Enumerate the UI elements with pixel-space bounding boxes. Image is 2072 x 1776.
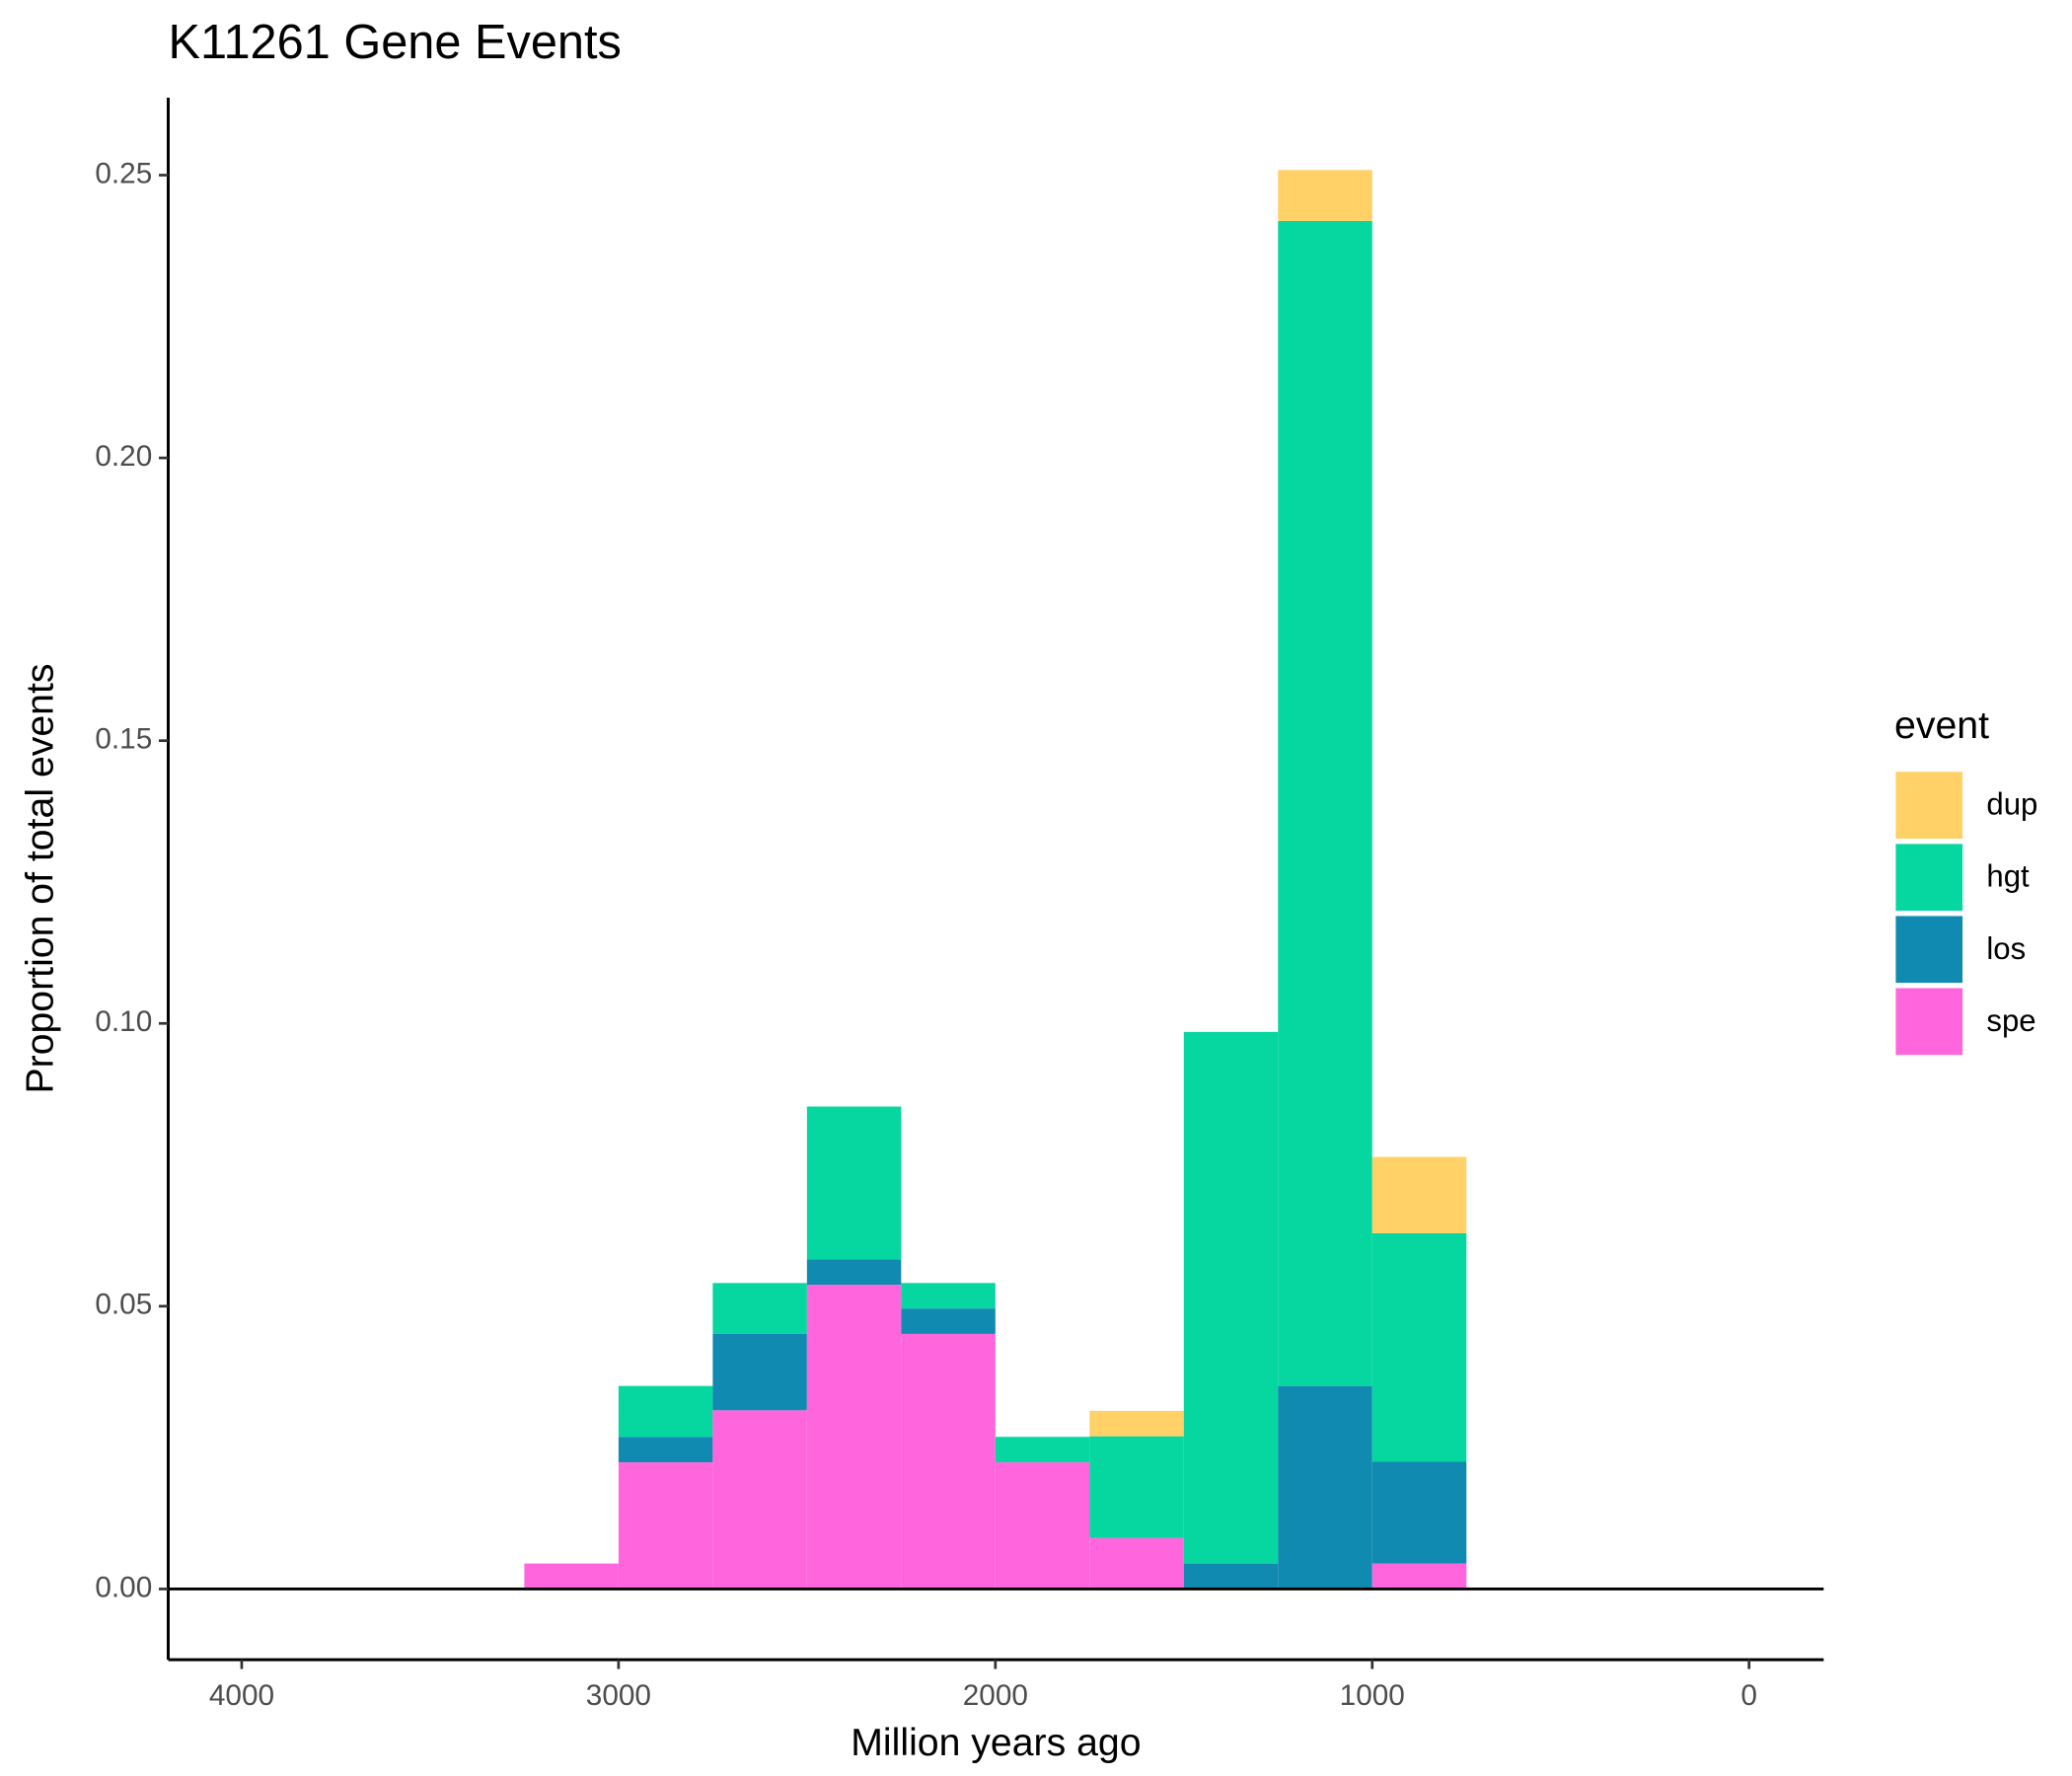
bar-segment xyxy=(806,1106,902,1260)
y-tick-label: 0.10 xyxy=(95,1005,152,1038)
bar-segment xyxy=(712,1333,807,1411)
y-tick-label: 0.15 xyxy=(95,723,152,756)
legend-key xyxy=(1895,916,1963,984)
bar-segment xyxy=(901,1333,996,1590)
bar-segment xyxy=(524,1563,619,1590)
x-tick-label: 4000 xyxy=(209,1679,274,1712)
legend-title: event xyxy=(1894,703,1989,747)
bar-segment xyxy=(1371,1156,1467,1233)
bar-segment xyxy=(1183,1563,1279,1590)
bar-segment xyxy=(1089,1537,1184,1590)
bar-segment xyxy=(712,1283,807,1334)
bar-segment xyxy=(1371,1232,1467,1462)
bar-segment xyxy=(1089,1436,1184,1538)
x-tick-label: 1000 xyxy=(1340,1679,1405,1712)
y-tick-label: 0.05 xyxy=(95,1289,152,1321)
bar-segment xyxy=(995,1437,1090,1463)
bar-segment xyxy=(806,1285,902,1590)
y-tick-label: 0.00 xyxy=(95,1571,152,1603)
bar-segment xyxy=(995,1462,1090,1590)
bar-segment xyxy=(1278,1385,1372,1590)
x-tick-label: 0 xyxy=(1740,1679,1757,1712)
bar-segment xyxy=(1089,1410,1184,1437)
bar-segment xyxy=(901,1308,996,1334)
bar-segment xyxy=(1183,1031,1279,1564)
x-axis-label: Million years ago xyxy=(851,1721,1141,1764)
chart-title: K11261 Gene Events xyxy=(168,16,621,69)
x-tick-label: 2000 xyxy=(963,1679,1028,1712)
bar-segment xyxy=(1371,1461,1467,1564)
legend-key xyxy=(1895,988,1963,1056)
legend-label: dup xyxy=(1986,787,2037,822)
bar-segment xyxy=(1371,1563,1467,1590)
legend-label: los xyxy=(1986,931,2026,966)
legend-key xyxy=(1895,844,1963,912)
bar-segment xyxy=(1278,170,1372,221)
bar-segment xyxy=(618,1437,713,1463)
bar-segment xyxy=(901,1283,996,1309)
legend-label: hgt xyxy=(1986,859,2030,894)
bar-segment xyxy=(618,1462,713,1590)
x-tick-label: 3000 xyxy=(586,1679,651,1712)
bar-segment xyxy=(806,1259,902,1286)
bar-segment xyxy=(618,1385,713,1438)
y-tick-label: 0.20 xyxy=(95,440,152,473)
legend-label: spe xyxy=(1986,1003,2035,1038)
legend-key xyxy=(1895,772,1963,839)
y-axis-label: Proportion of total events xyxy=(19,664,62,1094)
y-tick-label: 0.25 xyxy=(95,157,152,189)
bar-segment xyxy=(1278,220,1372,1386)
bar-segment xyxy=(712,1410,807,1590)
